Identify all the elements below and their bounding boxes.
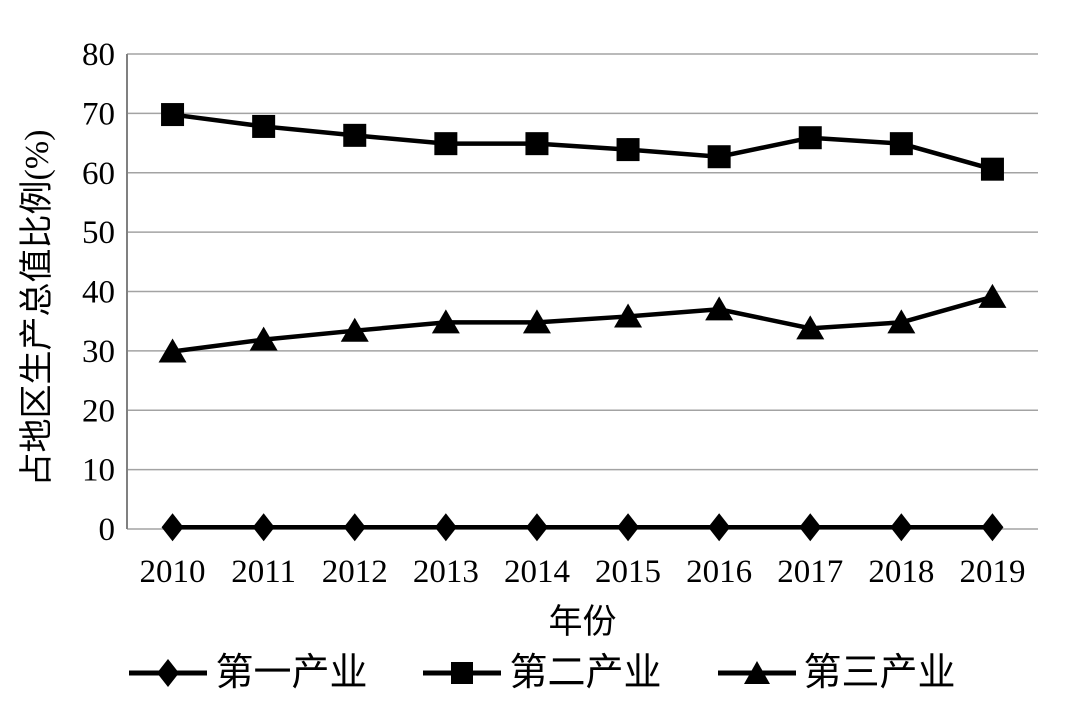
diamond-marker-icon [434, 513, 457, 542]
diamond-marker-icon [129, 659, 208, 687]
legend-item-primary-industry: 第一产业 [127, 650, 367, 696]
diamond-marker-icon [343, 513, 366, 542]
diamond-marker-icon [890, 513, 913, 542]
series-line-2 [172, 294, 994, 354]
diamond-marker-icon [799, 513, 822, 542]
triangle-marker-icon [522, 309, 551, 334]
triangle-marker-icon [717, 661, 796, 684]
legend-item-tertiary-industry: 第三产业 [716, 650, 956, 696]
legend: 第一产业 第二产业 第三产业 [0, 650, 1083, 696]
x-tick-label: 2013 [413, 554, 479, 590]
square-marker-icon [616, 138, 640, 162]
legend-label-primary-industry: 第一产业 [215, 652, 368, 694]
triangle-marker-icon [705, 296, 734, 321]
y-tick-label: 0 [99, 512, 116, 548]
diamond-marker-icon [161, 513, 184, 542]
square-marker-icon [525, 132, 549, 156]
square-marker-icon [252, 114, 276, 138]
x-tick-label: 2011 [231, 554, 296, 590]
square-marker-icon [980, 157, 1004, 181]
x-tick-label: 2019 [959, 554, 1025, 590]
triangle-marker-icon [614, 303, 643, 328]
y-tick-label: 70 [82, 96, 115, 132]
square-marker-icon [889, 132, 913, 156]
y-tick-label: 40 [82, 275, 115, 311]
series-line-1 [172, 112, 994, 172]
x-tick-label: 2016 [686, 554, 752, 590]
triangle-marker-icon [431, 309, 460, 334]
triangle-marker-icon [340, 317, 369, 342]
triangle-marker-icon [887, 309, 916, 334]
square-marker-icon [423, 662, 502, 684]
diamond-marker-icon [708, 513, 731, 542]
y-tick-label: 50 [82, 215, 115, 251]
triangle-marker-icon [978, 283, 1007, 308]
y-tick-label: 80 [82, 37, 115, 73]
diamond-marker-icon [981, 513, 1004, 542]
x-tick-label: 2018 [868, 554, 934, 590]
square-marker-icon [434, 132, 458, 156]
plot-area: 0 10 20 30 40 50 60 70 80 2010 2011 2012 2013 2014 201… [82, 37, 1038, 590]
y-tick-label: 20 [82, 393, 115, 429]
triangle-marker-icon [796, 315, 825, 340]
legend-item-secondary-industry: 第二产业 [421, 650, 662, 696]
y-tick-label: 10 [82, 453, 115, 489]
x-tick-label: 2014 [504, 554, 570, 590]
square-marker-icon [798, 126, 822, 150]
triangle-marker-icon [158, 338, 187, 363]
y-tick-label: 60 [82, 156, 115, 192]
x-tick-label: 2012 [322, 554, 388, 590]
x-tick-label: 2015 [595, 554, 661, 590]
legend-label-secondary-industry: 第二产业 [509, 652, 662, 694]
x-tick-label: 2010 [140, 554, 206, 590]
legend-label-tertiary-industry: 第三产业 [803, 652, 956, 694]
diamond-marker-icon [525, 513, 548, 542]
square-marker-icon [707, 145, 731, 169]
triangle-marker-icon [249, 326, 278, 351]
square-marker-icon [161, 103, 185, 127]
square-marker-icon [343, 123, 367, 147]
x-axis-title: 年份 [548, 604, 617, 641]
y-tick-label: 30 [82, 334, 115, 370]
diamond-marker-icon [252, 513, 275, 542]
x-tick-label: 2017 [777, 554, 843, 590]
diamond-marker-icon [617, 513, 640, 542]
